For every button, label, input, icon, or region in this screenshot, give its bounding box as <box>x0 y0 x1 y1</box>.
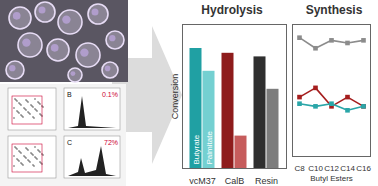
html-text:Synthesis: Synthesis <box>305 3 363 17</box>
svg-text:Butyl Esters: Butyl Esters <box>310 174 353 183</box>
svg-text:Conversion: Conversion <box>170 74 180 120</box>
svg-text:72%: 72% <box>104 139 118 146</box>
svg-text:C14: C14 <box>340 164 355 173</box>
svg-text:B: B <box>67 91 72 98</box>
svg-text:0.1%: 0.1% <box>102 91 118 98</box>
html-text:Hydrolysis: Hydrolysis <box>201 3 263 17</box>
svg-text:Resin: Resin <box>255 176 278 184</box>
svg-text:CalB: CalB <box>225 176 245 184</box>
svg-text:C10: C10 <box>308 164 323 173</box>
svg-text:C: C <box>67 139 72 146</box>
svg-text:Butyrate: Butyrate <box>192 134 201 164</box>
svg-text:C12: C12 <box>324 164 339 173</box>
svg-text:C16: C16 <box>356 164 371 173</box>
svg-text:C8: C8 <box>294 164 305 173</box>
svg-text:ycM37: ycM37 <box>189 176 216 184</box>
svg-text:Palmitate: Palmitate <box>205 131 214 165</box>
